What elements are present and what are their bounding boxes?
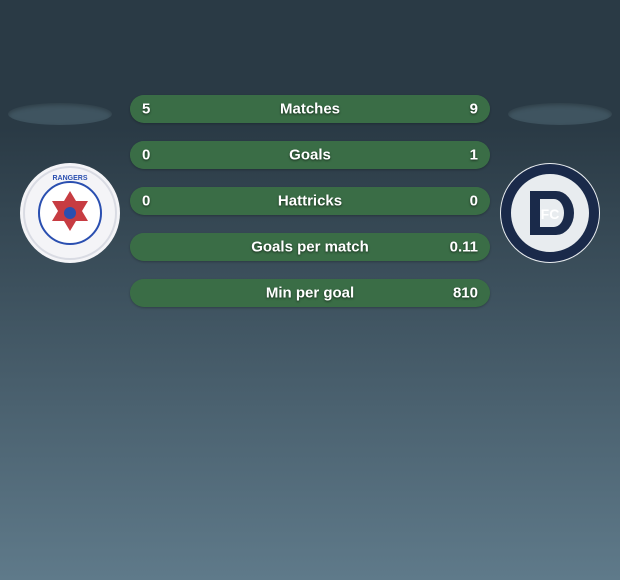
stat-value-right: 0.11 bbox=[450, 239, 478, 256]
stat-value-right: 0 bbox=[470, 193, 478, 210]
stat-value-left: 0 bbox=[142, 147, 150, 164]
team-crest-left: RANGERS bbox=[20, 163, 120, 263]
stat-bar: Hattricks 0 0 bbox=[130, 187, 490, 215]
crest-shadow-left bbox=[8, 103, 112, 125]
stat-bar: Min per goal 810 bbox=[130, 279, 490, 307]
comparison-arena: RANGERS FC Matches59Goals01Hattricks00Go… bbox=[0, 95, 620, 335]
stat-label: Goals bbox=[289, 147, 331, 164]
stat-value-right: 1 bbox=[470, 147, 478, 164]
stat-bar: Matches 5 9 bbox=[130, 95, 490, 123]
stat-bar: Goals per match 0.11 bbox=[130, 233, 490, 261]
stat-value-left: 5 bbox=[142, 101, 150, 118]
stat-value-left: 0 bbox=[142, 193, 150, 210]
dundee-crest-icon: FC bbox=[500, 163, 600, 263]
stat-value-right: 9 bbox=[470, 101, 478, 118]
stat-bars: Matches 5 9 Goals 0 1 Hattricks 0 0 Goals per mat… bbox=[130, 95, 490, 307]
stat-label: Min per goal bbox=[266, 285, 354, 302]
svg-text:RANGERS: RANGERS bbox=[52, 175, 87, 182]
stat-label: Goals per match bbox=[251, 239, 369, 256]
stat-label: Hattricks bbox=[278, 193, 342, 210]
svg-text:FC: FC bbox=[541, 206, 560, 222]
stat-bar: Goals 0 1 bbox=[130, 141, 490, 169]
rangers-crest-icon: RANGERS bbox=[20, 163, 120, 263]
stat-value-right: 810 bbox=[453, 285, 478, 302]
team-crest-right: FC bbox=[500, 163, 600, 263]
stat-label: Matches bbox=[280, 101, 340, 118]
crest-shadow-right bbox=[508, 103, 612, 125]
